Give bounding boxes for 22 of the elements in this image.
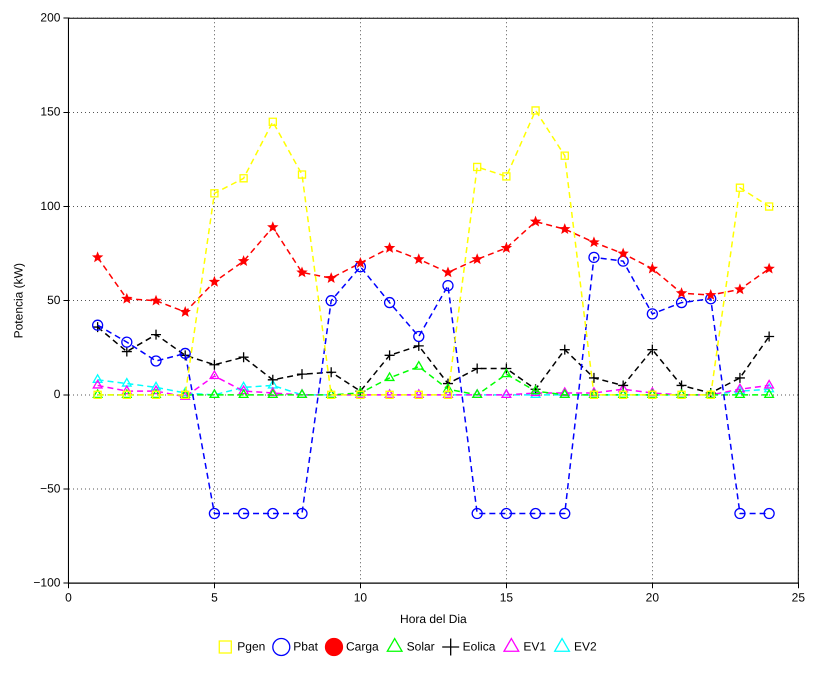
- y-tick-label: −50: [40, 481, 61, 496]
- legend-label: Carga: [346, 639, 379, 654]
- x-tick-label: 10: [354, 590, 368, 605]
- x-axis-title: Hora del Dia: [400, 612, 468, 626]
- y-tick-label: 0: [54, 387, 61, 402]
- legend-label: Solar: [406, 639, 435, 654]
- legend-label: Pbat: [293, 639, 319, 654]
- y-tick-label: 200: [40, 10, 61, 25]
- y-tick-label: 50: [47, 293, 61, 308]
- legend-label: EV2: [574, 639, 598, 654]
- y-axis-title: Potencia (kW): [12, 263, 26, 338]
- legend-label: Pgen: [237, 639, 266, 654]
- x-tick-label: 25: [792, 590, 806, 605]
- x-tick-label: 20: [646, 590, 660, 605]
- legend-label: EV1: [523, 639, 546, 654]
- y-tick-label: 150: [40, 104, 61, 119]
- x-tick-label: 5: [211, 590, 218, 605]
- x-tick-label: 0: [65, 590, 72, 605]
- x-tick-label: 15: [500, 590, 514, 605]
- y-tick-label: −100: [33, 576, 61, 590]
- y-tick-label: 100: [40, 198, 61, 213]
- legend-label: Eolica: [462, 639, 496, 654]
